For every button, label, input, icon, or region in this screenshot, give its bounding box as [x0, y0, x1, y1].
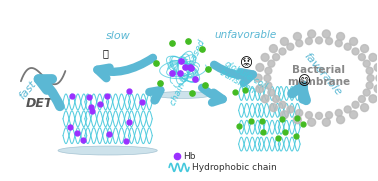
Circle shape [374, 64, 378, 71]
Text: ✈: ✈ [38, 81, 48, 94]
Circle shape [361, 104, 369, 111]
Circle shape [325, 112, 333, 119]
Text: Hydrophobic chain: Hydrophobic chain [192, 163, 277, 172]
Circle shape [358, 54, 366, 61]
Circle shape [369, 53, 377, 61]
Text: Hb: Hb [183, 152, 195, 161]
Text: DET: DET [25, 97, 53, 110]
Circle shape [293, 33, 301, 41]
Circle shape [265, 67, 272, 74]
Circle shape [270, 45, 277, 52]
Circle shape [369, 95, 377, 103]
Circle shape [296, 110, 303, 116]
Circle shape [305, 112, 312, 119]
Circle shape [256, 85, 264, 93]
Circle shape [279, 48, 286, 55]
Circle shape [350, 111, 358, 119]
Circle shape [268, 89, 275, 96]
Ellipse shape [58, 146, 157, 155]
Circle shape [374, 85, 378, 93]
Circle shape [265, 82, 272, 89]
Circle shape [358, 96, 366, 102]
Circle shape [305, 38, 312, 45]
Circle shape [287, 106, 294, 113]
Text: slow: slow [106, 31, 131, 41]
Circle shape [366, 67, 373, 74]
Circle shape [293, 116, 301, 124]
Text: globule-coil
transition: globule-coil transition [218, 59, 270, 100]
Text: 😊: 😊 [297, 75, 311, 88]
Circle shape [316, 112, 322, 119]
Circle shape [261, 95, 269, 103]
Circle shape [273, 96, 280, 102]
Circle shape [264, 75, 271, 82]
Text: chain increased: chain increased [168, 38, 206, 107]
Ellipse shape [155, 91, 211, 98]
Circle shape [270, 104, 277, 111]
Circle shape [335, 40, 342, 47]
Circle shape [363, 60, 370, 67]
Circle shape [350, 37, 358, 45]
Circle shape [273, 54, 280, 61]
Circle shape [337, 33, 345, 41]
Circle shape [316, 37, 322, 44]
Circle shape [296, 40, 303, 47]
Circle shape [280, 37, 288, 45]
Circle shape [376, 74, 378, 82]
Circle shape [308, 30, 316, 38]
Circle shape [361, 45, 369, 52]
Text: Bacterial
membrane: Bacterial membrane [287, 65, 350, 87]
Circle shape [363, 89, 370, 96]
Circle shape [261, 53, 269, 61]
Circle shape [256, 64, 264, 71]
Circle shape [366, 82, 373, 89]
Circle shape [344, 106, 351, 113]
Circle shape [352, 101, 359, 108]
Circle shape [280, 111, 288, 119]
Ellipse shape [273, 46, 365, 110]
Text: 🏃: 🏃 [103, 48, 108, 58]
Circle shape [254, 74, 262, 82]
Circle shape [367, 75, 374, 82]
Circle shape [335, 110, 342, 116]
Circle shape [352, 48, 359, 55]
Circle shape [325, 38, 333, 45]
Circle shape [268, 60, 275, 67]
Circle shape [322, 118, 330, 126]
Circle shape [308, 118, 316, 126]
Text: unfavorable: unfavorable [214, 30, 277, 40]
Circle shape [337, 116, 345, 124]
Text: fast: fast [17, 79, 38, 101]
Text: 😟: 😟 [240, 57, 253, 70]
Circle shape [322, 30, 330, 38]
Text: favorable: favorable [302, 51, 344, 98]
Circle shape [344, 43, 351, 50]
Circle shape [279, 101, 286, 108]
Circle shape [287, 43, 294, 50]
